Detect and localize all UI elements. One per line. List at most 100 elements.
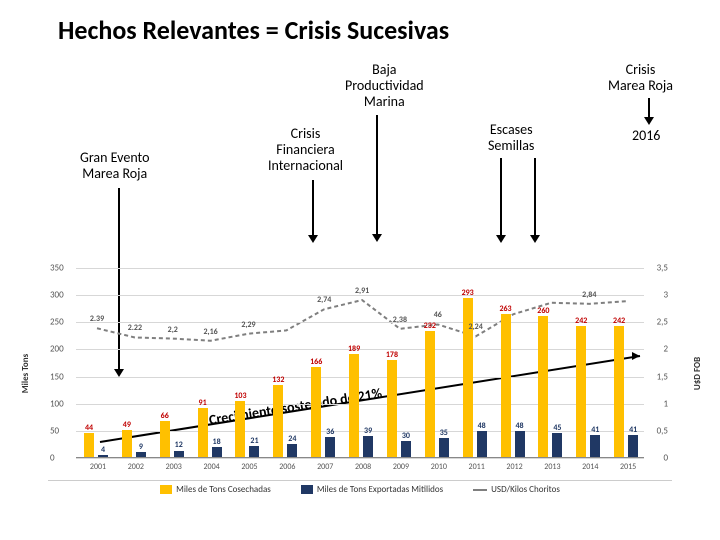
bar-blue-label: 4	[101, 445, 105, 455]
bar-yellow	[425, 331, 435, 457]
plot-area: 05010015020025030035000,511,522,533,5444…	[76, 268, 644, 458]
gridline	[76, 404, 644, 405]
bar-yellow-label: 260	[537, 306, 549, 316]
y1-tick: 350	[50, 263, 64, 274]
x-tick: 2010	[423, 462, 455, 472]
y1-tick: 150	[50, 371, 64, 382]
bar-yellow	[501, 314, 511, 457]
bar-blue	[628, 435, 638, 457]
line-label: 2,38	[393, 315, 407, 325]
bar-blue	[249, 446, 259, 457]
page-title: Hechos Relevantes = Crisis Sucesivas	[58, 14, 449, 46]
bar-blue	[439, 438, 449, 457]
arrow-roja2	[648, 98, 650, 118]
bar-blue	[136, 452, 146, 457]
x-tick: 2012	[499, 462, 531, 472]
gridline	[76, 377, 644, 378]
x-tick: 2014	[574, 462, 606, 472]
annot-roja2: CrisisMarea Roja	[608, 62, 673, 94]
bar-yellow-label: 242	[575, 316, 587, 326]
bar-blue	[174, 451, 184, 458]
bar-blue-label: 24	[288, 434, 296, 444]
bar-blue	[212, 447, 222, 457]
x-tick: 2003	[158, 462, 190, 472]
bar-yellow	[576, 326, 586, 457]
bar-blue-label: 12	[175, 440, 183, 450]
bar-blue-label: 30	[402, 431, 410, 441]
line-label: 2,84	[582, 290, 596, 300]
bar-blue-label: 21	[250, 436, 258, 446]
bar-yellow-label: 242	[613, 316, 625, 326]
y1-tick: 250	[50, 317, 64, 328]
x-tick: 2015	[612, 462, 644, 472]
bar-blue	[98, 455, 108, 457]
arrow-finan	[312, 180, 314, 236]
gridline	[76, 322, 644, 323]
annot-gran: Gran EventoMarea Roja	[80, 150, 149, 182]
arrow-escases	[534, 158, 536, 236]
bar-yellow-label: 132	[272, 375, 284, 385]
bar-blue	[590, 435, 600, 457]
annot-escases: EscasesSemillas	[488, 122, 534, 154]
legend-item: USD/Kilos Choritos	[473, 484, 560, 495]
y2-tick: 2,5	[657, 317, 668, 328]
y2-tick: 1,5	[657, 371, 668, 382]
y1-tick: 300	[50, 290, 64, 301]
line-label: 2,2	[168, 325, 178, 335]
line-label: 2,74	[317, 295, 331, 305]
y1-tick: 0	[50, 453, 55, 464]
y2-tick: 3,5	[657, 263, 668, 274]
annot-finan: CrisisFinancieraInternacional	[268, 126, 343, 174]
line-label: 2.39	[90, 314, 104, 324]
bar-yellow-label: 293	[462, 288, 474, 298]
arrow-escases	[500, 158, 502, 236]
line-label: 46	[434, 310, 442, 320]
line-label: 2,24	[469, 322, 483, 332]
line-label: 2,29	[241, 320, 255, 330]
x-tick: 2008	[347, 462, 379, 472]
bar-blue-label: 41	[629, 425, 637, 435]
arrow-baja	[376, 115, 378, 235]
x-tick: 2009	[385, 462, 417, 472]
x-tick: 2002	[120, 462, 152, 472]
bar-yellow-label: 66	[161, 411, 169, 421]
y1-tick: 100	[50, 398, 64, 409]
bar-yellow-label: 232	[424, 321, 436, 331]
bar-yellow	[198, 408, 208, 457]
bar-blue-label: 18	[213, 437, 221, 447]
x-tick: 2004	[196, 462, 228, 472]
line-label: 2,16	[203, 327, 217, 337]
bar-yellow-label: 178	[386, 350, 398, 360]
y2-tick: 2	[663, 344, 668, 355]
y2-tick: 0,5	[657, 425, 668, 436]
bar-yellow-label: 44	[85, 423, 93, 433]
line-label: 2.22	[128, 323, 142, 333]
bar-blue	[552, 433, 562, 457]
x-tick: 2007	[309, 462, 341, 472]
bar-yellow	[122, 430, 132, 457]
annot-2016: 2016	[632, 128, 660, 144]
bar-yellow-label: 263	[499, 304, 511, 314]
y2-tick: 0	[663, 453, 668, 464]
bar-yellow	[273, 385, 283, 457]
bar-yellow	[235, 401, 245, 457]
y1-tick: 200	[50, 344, 64, 355]
x-tick: 2001	[82, 462, 114, 472]
bar-blue-label: 35	[440, 428, 448, 438]
legend-item: Miles de Tons Cosechadas	[160, 484, 271, 495]
bar-blue-label: 36	[326, 427, 334, 437]
legend-item: Miles de Tons Exportadas Mitilidos	[301, 484, 443, 495]
bar-blue-label: 9	[139, 442, 143, 452]
bar-blue-label: 41	[591, 425, 599, 435]
bar-yellow-label: 189	[348, 344, 360, 354]
x-tick: 2005	[233, 462, 265, 472]
bar-yellow-label: 166	[310, 357, 322, 367]
bar-yellow	[387, 360, 397, 457]
bar-blue	[401, 441, 411, 457]
bar-blue-label: 39	[364, 426, 372, 436]
chart: Miles Tons U$D FOB 050100150200250300350…	[48, 268, 672, 498]
bar-yellow-label: 91	[199, 398, 207, 408]
bar-yellow	[160, 421, 170, 457]
bar-blue-label: 48	[515, 421, 523, 431]
x-tick: 2011	[461, 462, 493, 472]
